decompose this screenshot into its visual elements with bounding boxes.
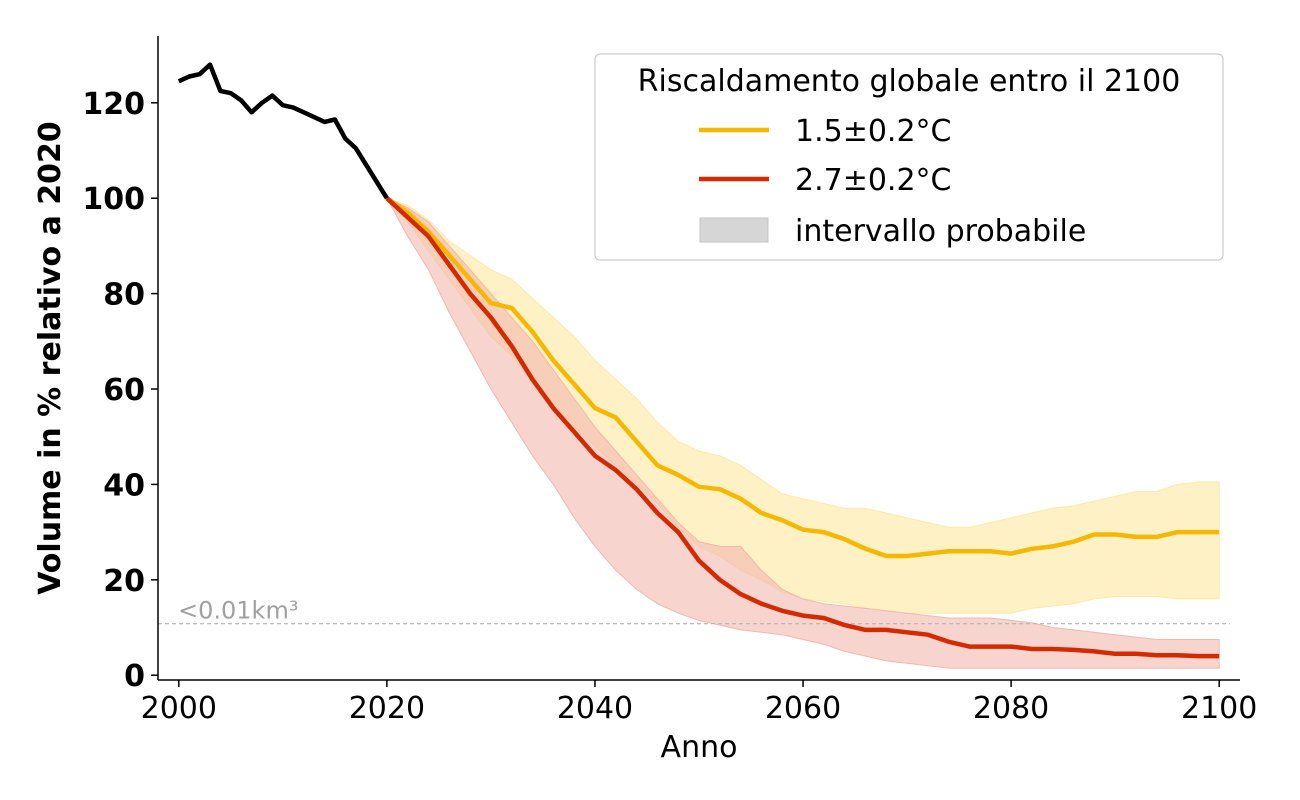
y-tick-label: 20 — [103, 564, 145, 599]
reference-line-label: <0.01km³ — [178, 597, 298, 625]
uncertainty-bands — [385, 197, 1220, 669]
series-lines — [177, 62, 1220, 659]
y-axis-title: Volume in % relativo a 2020 — [33, 121, 68, 595]
legend-label-1-5: 1.5±0.2°C — [795, 114, 952, 149]
legend: Riscaldamento globale entro il 2100 1.5±… — [594, 53, 1224, 261]
legend-label-2-7: 2.7±0.2°C — [795, 163, 952, 198]
x-axis-title: Anno — [661, 730, 738, 765]
x-tick-label: 2060 — [765, 691, 841, 726]
y-tick-label: 60 — [103, 373, 145, 408]
band-2-7 — [385, 197, 1220, 669]
legend-title: Riscaldamento globale entro il 2100 — [638, 64, 1181, 99]
y-tick-label: 80 — [103, 278, 145, 313]
x-ticks: 2000 2020 2040 2060 2080 2100 — [141, 680, 1257, 726]
x-tick-label: 2020 — [349, 691, 425, 726]
legend-box — [594, 53, 1224, 261]
y-tick-label: 40 — [103, 468, 145, 503]
series-line-2-7 — [385, 196, 1220, 659]
x-tick-label: 2100 — [1181, 691, 1257, 726]
y-ticks: 0 20 40 60 80 100 120 — [82, 87, 158, 694]
x-tick-label: 2080 — [973, 691, 1049, 726]
x-tick-label: 2000 — [141, 691, 217, 726]
x-tick-label: 2040 — [557, 691, 633, 726]
y-tick-label: 100 — [82, 182, 145, 217]
legend-label-band: intervallo probabile — [795, 214, 1086, 249]
historical-line — [177, 62, 389, 200]
y-tick-label: 120 — [82, 87, 145, 122]
y-tick-label: 0 — [124, 659, 145, 694]
legend-swatch-band — [699, 217, 769, 243]
axes — [157, 36, 1240, 681]
series-line-1-5 — [385, 196, 1220, 559]
